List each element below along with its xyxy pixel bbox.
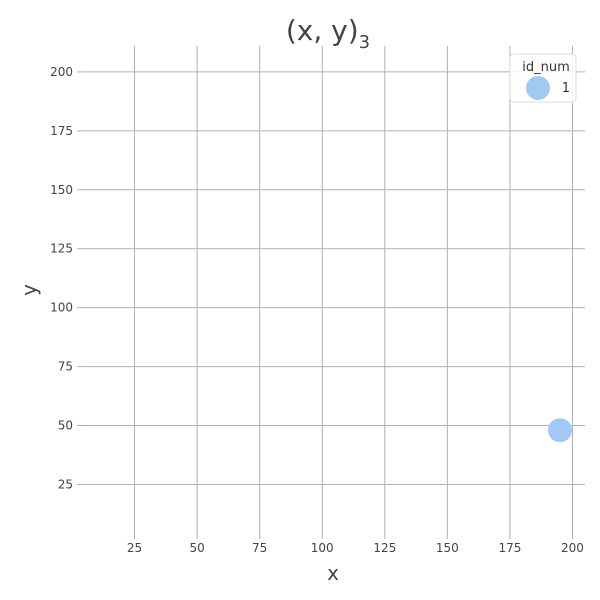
x-tick-label-100: 100 xyxy=(311,541,334,555)
legend: id_num 1 xyxy=(509,53,577,103)
x-tick-label-75: 75 xyxy=(252,541,267,555)
y-tick-labels: 25 50 75 100 125 150 175 200 xyxy=(50,65,82,491)
y-tick-label-100: 100 xyxy=(50,301,73,315)
y-tick-label-175: 175 xyxy=(50,124,73,138)
chart-title-subscript: 3 xyxy=(359,32,370,53)
grid-lines xyxy=(82,46,585,534)
x-tick-label-50: 50 xyxy=(189,541,204,555)
x-tick-label-150: 150 xyxy=(436,541,459,555)
chart-title: (x, y)3 xyxy=(286,14,370,53)
x-tick-label-175: 175 xyxy=(498,541,521,555)
legend-marker-1 xyxy=(526,76,550,100)
legend-title: id_num xyxy=(522,60,570,75)
x-tick-labels: 25 50 75 100 125 150 175 200 xyxy=(127,534,584,555)
y-tick-label-75: 75 xyxy=(58,360,73,374)
y-tick-label-150: 150 xyxy=(50,183,73,197)
legend-entry-label: 1 xyxy=(562,81,570,96)
y-tick-label-25: 25 xyxy=(58,477,73,491)
x-tick-label-200: 200 xyxy=(561,541,584,555)
y-tick-label-125: 125 xyxy=(50,242,73,256)
x-tick-label-25: 25 xyxy=(127,541,142,555)
data-points xyxy=(547,418,572,443)
y-axis-label: y xyxy=(17,284,41,296)
y-tick-label-50: 50 xyxy=(58,419,73,433)
data-point-0-0 xyxy=(547,418,572,443)
chart-title-main: (x, y) xyxy=(286,14,359,47)
x-tick-label-125: 125 xyxy=(373,541,396,555)
y-tick-label-200: 200 xyxy=(50,65,73,79)
x-axis-label: x xyxy=(327,561,339,585)
